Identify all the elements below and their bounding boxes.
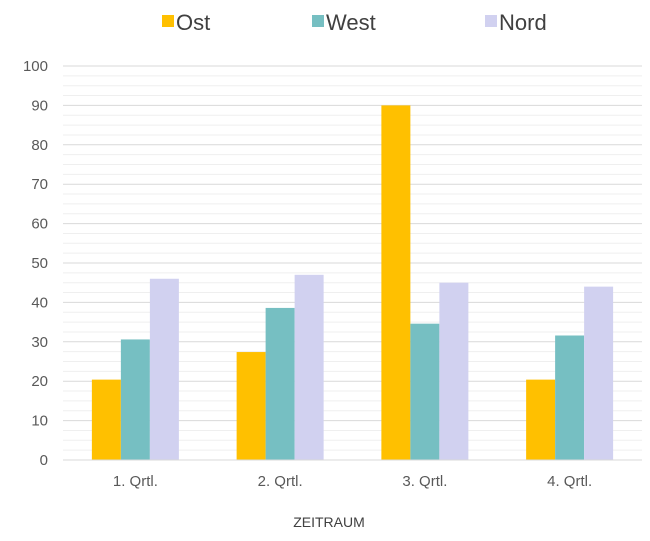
bar-west-4	[555, 335, 585, 460]
legend-item-ost: Ost	[162, 10, 210, 35]
y-tick-label: 30	[31, 334, 48, 351]
x-tick-label: 4. Qrtl.	[547, 473, 592, 490]
y-tick-label: 20	[31, 373, 48, 390]
legend-label: West	[326, 10, 376, 35]
y-tick-label: 60	[31, 216, 48, 233]
bar-ost-2	[236, 352, 266, 460]
x-tick-label: 1. Qrtl.	[113, 473, 158, 490]
legend: Ost West Nord	[162, 10, 547, 35]
legend-item-nord: Nord	[485, 10, 547, 35]
bar-nord-3	[439, 282, 469, 460]
x-tick-label: 2. Qrtl.	[258, 473, 303, 490]
y-tick-label: 80	[31, 137, 48, 154]
legend-label: Nord	[499, 10, 547, 35]
bar-west-1	[120, 339, 150, 460]
bar-nord-1	[149, 278, 179, 460]
bar-ost-1	[91, 379, 121, 460]
y-tick-label: 100	[23, 58, 48, 75]
bar-ost-4	[526, 379, 556, 460]
bar-ost-3	[381, 105, 411, 461]
y-tick-label: 90	[31, 97, 48, 114]
y-tick-label: 70	[31, 176, 48, 193]
y-tick-label: 50	[31, 255, 48, 272]
legend-swatch	[162, 15, 174, 27]
y-tick-label: 40	[31, 294, 48, 311]
legend-item-west: West	[312, 10, 376, 35]
bar-west-3	[410, 323, 440, 460]
bar-west-2	[265, 307, 295, 460]
y-tick-label: 0	[40, 452, 48, 469]
y-tick-label: 10	[31, 413, 48, 430]
x-axis-ticks: 1. Qrtl. 2. Qrtl. 3. Qrtl. 4. Qrtl.	[113, 473, 592, 490]
x-axis-title: ZEITRAUM	[293, 514, 365, 530]
x-tick-label: 3. Qrtl.	[402, 473, 447, 490]
bar-nord-4	[584, 286, 614, 460]
legend-label: Ost	[176, 10, 210, 35]
bar-nord-2	[294, 274, 324, 460]
y-axis-ticks: 0 10 20 30 40 50 60 70 80 90 100	[23, 58, 48, 469]
legend-swatch	[312, 15, 324, 27]
legend-swatch	[485, 15, 497, 27]
bars	[91, 105, 614, 461]
